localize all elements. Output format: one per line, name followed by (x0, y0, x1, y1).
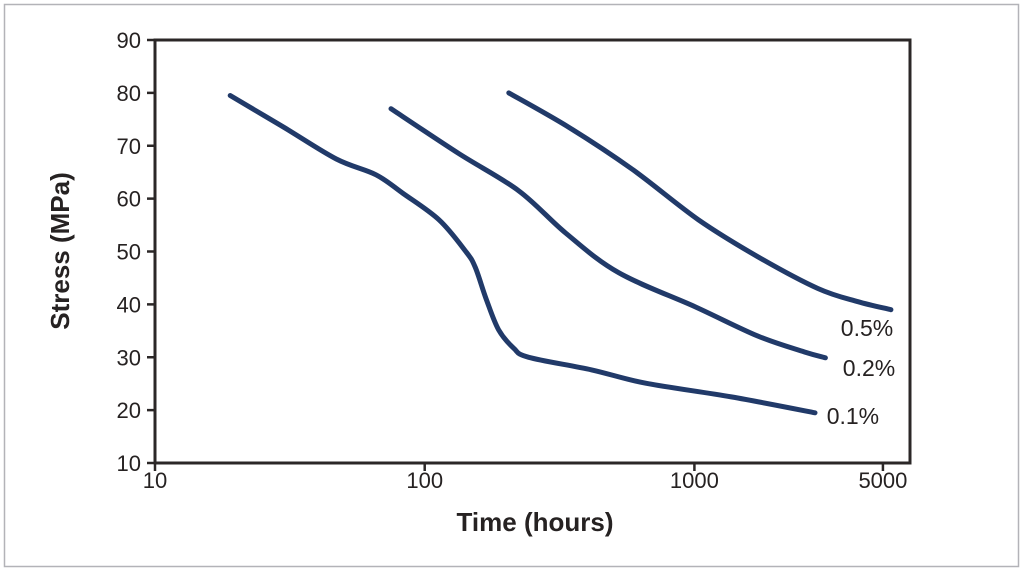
y-tick-label: 10 (117, 451, 141, 476)
y-tick-label: 90 (117, 28, 141, 53)
x-tick-label: 10 (143, 468, 167, 493)
y-tick-label: 60 (117, 187, 141, 212)
x-tick-label: 100 (406, 468, 443, 493)
curve-0-5-percent (506, 90, 894, 313)
curve-labels: 0.1% 0.2% 0.5% (827, 315, 896, 429)
figure-border (3, 3, 1020, 568)
curve-0-1-percent (227, 93, 818, 416)
x-tick-label: 1000 (670, 468, 719, 493)
x-tick-label: 5000 (858, 468, 907, 493)
y-axis-ticks: 10 20 30 40 50 60 70 80 90 (117, 28, 155, 476)
y-axis-title: Stress (MPa) (45, 172, 75, 330)
x-axis-title: Time (hours) (457, 507, 614, 537)
y-tick-label: 20 (117, 398, 141, 423)
curves (227, 90, 894, 416)
curve-label-0-5-percent: 0.5% (841, 315, 893, 341)
y-tick-label: 30 (117, 345, 141, 370)
x-axis-ticks: 10 100 1000 5000 (143, 463, 907, 493)
curve-0-2-percent (388, 106, 828, 361)
y-tick-label: 50 (117, 240, 141, 265)
curve-label-0-2-percent: 0.2% (843, 355, 895, 381)
y-tick-label: 70 (117, 134, 141, 159)
y-tick-label: 40 (117, 292, 141, 317)
y-tick-label: 80 (117, 81, 141, 106)
curve-label-0-1-percent: 0.1% (827, 403, 879, 429)
